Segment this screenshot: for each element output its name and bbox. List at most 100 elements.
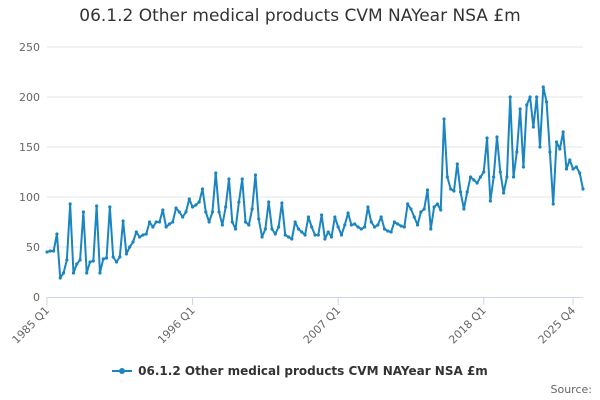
data-point[interactable] — [492, 175, 496, 179]
data-point[interactable] — [58, 276, 62, 280]
data-point[interactable] — [204, 210, 208, 214]
data-point[interactable] — [230, 220, 234, 224]
data-point[interactable] — [250, 207, 254, 211]
data-point[interactable] — [498, 170, 502, 174]
data-point[interactable] — [114, 260, 119, 264]
data-point[interactable] — [81, 210, 85, 214]
data-point[interactable] — [214, 171, 218, 175]
data-point[interactable] — [343, 223, 347, 227]
data-point[interactable] — [511, 175, 516, 179]
data-point[interactable] — [303, 233, 307, 237]
data-point[interactable] — [578, 171, 582, 175]
data-point[interactable] — [419, 210, 423, 214]
data-point[interactable] — [359, 227, 363, 231]
data-point[interactable] — [91, 259, 95, 263]
data-point[interactable] — [349, 223, 353, 227]
data-point[interactable] — [257, 217, 261, 221]
data-point[interactable] — [296, 227, 301, 231]
data-point[interactable] — [505, 175, 509, 179]
data-point[interactable] — [157, 220, 162, 224]
data-point[interactable] — [200, 187, 205, 191]
data-point[interactable] — [409, 207, 413, 211]
data-point[interactable] — [323, 237, 327, 241]
data-point[interactable] — [273, 232, 277, 236]
data-point[interactable] — [280, 201, 284, 205]
data-point[interactable] — [101, 257, 105, 261]
data-point[interactable] — [558, 147, 562, 151]
data-point[interactable] — [488, 199, 492, 203]
data-point[interactable] — [68, 202, 72, 206]
data-point[interactable] — [574, 165, 578, 169]
data-point[interactable] — [525, 103, 529, 107]
data-point[interactable] — [568, 158, 572, 162]
data-point[interactable] — [545, 100, 549, 104]
data-point[interactable] — [263, 227, 267, 231]
data-point[interactable] — [131, 240, 135, 244]
data-point[interactable] — [316, 233, 320, 237]
data-point[interactable] — [290, 237, 294, 241]
data-point[interactable] — [432, 205, 436, 209]
data-point[interactable] — [240, 177, 244, 181]
data-point[interactable] — [379, 215, 383, 219]
data-point[interactable] — [293, 220, 297, 224]
data-point[interactable] — [128, 245, 132, 249]
data-point[interactable] — [187, 197, 191, 201]
data-point[interactable] — [369, 220, 373, 224]
data-point[interactable] — [326, 230, 330, 234]
data-point[interactable] — [389, 230, 393, 234]
data-point[interactable] — [485, 136, 489, 140]
data-point[interactable] — [366, 205, 370, 209]
data-point[interactable] — [541, 85, 545, 89]
data-point[interactable] — [111, 255, 115, 259]
data-point[interactable] — [333, 215, 337, 219]
data-point[interactable] — [412, 215, 416, 219]
data-point[interactable] — [356, 225, 360, 229]
data-point[interactable] — [386, 229, 390, 233]
data-point[interactable] — [95, 204, 99, 208]
data-point[interactable] — [346, 211, 350, 215]
data-point[interactable] — [167, 222, 172, 226]
data-point[interactable] — [194, 203, 198, 207]
data-point[interactable] — [210, 210, 215, 214]
data-point[interactable] — [515, 150, 519, 154]
data-point[interactable] — [415, 223, 420, 227]
data-point[interactable] — [310, 225, 314, 229]
data-point[interactable] — [227, 177, 231, 181]
data-point[interactable] — [154, 220, 158, 224]
data-point[interactable] — [339, 233, 344, 237]
data-point[interactable] — [224, 205, 228, 209]
data-point[interactable] — [442, 117, 446, 121]
data-point[interactable] — [376, 223, 380, 227]
data-point[interactable] — [472, 178, 476, 182]
data-point[interactable] — [402, 225, 406, 229]
data-point[interactable] — [61, 271, 66, 275]
data-point[interactable] — [538, 145, 542, 149]
data-point[interactable] — [435, 202, 440, 206]
data-point[interactable] — [52, 249, 56, 253]
data-point[interactable] — [108, 205, 112, 209]
data-point[interactable] — [452, 189, 456, 193]
data-point[interactable] — [554, 140, 559, 144]
data-point[interactable] — [197, 200, 201, 204]
data-point[interactable] — [382, 227, 387, 231]
data-point[interactable] — [233, 227, 238, 231]
data-point[interactable] — [104, 256, 109, 260]
data-point[interactable] — [535, 95, 539, 99]
data-point[interactable] — [141, 233, 145, 237]
data-point[interactable] — [528, 95, 532, 99]
data-point[interactable] — [161, 208, 165, 212]
data-point[interactable] — [243, 220, 248, 224]
data-point[interactable] — [422, 207, 426, 211]
data-point[interactable] — [399, 224, 403, 228]
data-point[interactable] — [329, 235, 334, 239]
data-point[interactable] — [286, 235, 291, 239]
data-point[interactable] — [425, 188, 430, 192]
data-point[interactable] — [468, 175, 473, 179]
data-point[interactable] — [124, 252, 129, 256]
data-point[interactable] — [478, 175, 483, 179]
data-point[interactable] — [184, 210, 188, 214]
data-point[interactable] — [138, 235, 142, 239]
data-point[interactable] — [45, 250, 49, 254]
data-point[interactable] — [88, 260, 92, 264]
data-point[interactable] — [445, 175, 449, 179]
